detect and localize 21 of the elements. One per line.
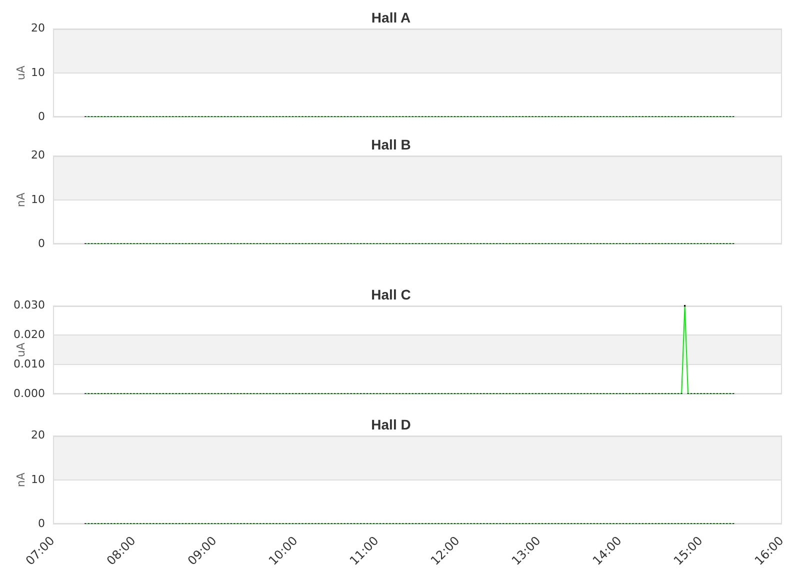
y-tick-label: 0: [38, 236, 45, 250]
y-tick-label: 0.020: [14, 328, 45, 342]
chart-title: Hall A: [371, 9, 411, 26]
chart-title: Hall C: [371, 286, 411, 302]
y-tick-label: 20: [31, 428, 45, 442]
y-axis-title: nA: [14, 472, 28, 488]
y-tick-label: 20: [31, 22, 45, 35]
y-axis-title: uA: [14, 65, 28, 80]
y-tick-label: 0.010: [14, 357, 45, 370]
chart-title: Hall B: [371, 136, 411, 152]
y-tick-label: 0: [38, 516, 45, 530]
y-axis-title: nA: [14, 192, 28, 208]
y-axis-title: uA: [14, 342, 28, 358]
y-tick-label: 10: [31, 472, 45, 486]
y-tick-label: 20: [31, 148, 45, 162]
y-tick-label: 10: [31, 66, 45, 79]
y-tick-label: 10: [31, 192, 45, 206]
y-tick-label: 0.030: [14, 298, 45, 312]
y-tick-label: 0.000: [14, 386, 45, 400]
y-tick-label: 0: [38, 110, 45, 123]
chart-title: Hall D: [371, 416, 411, 432]
